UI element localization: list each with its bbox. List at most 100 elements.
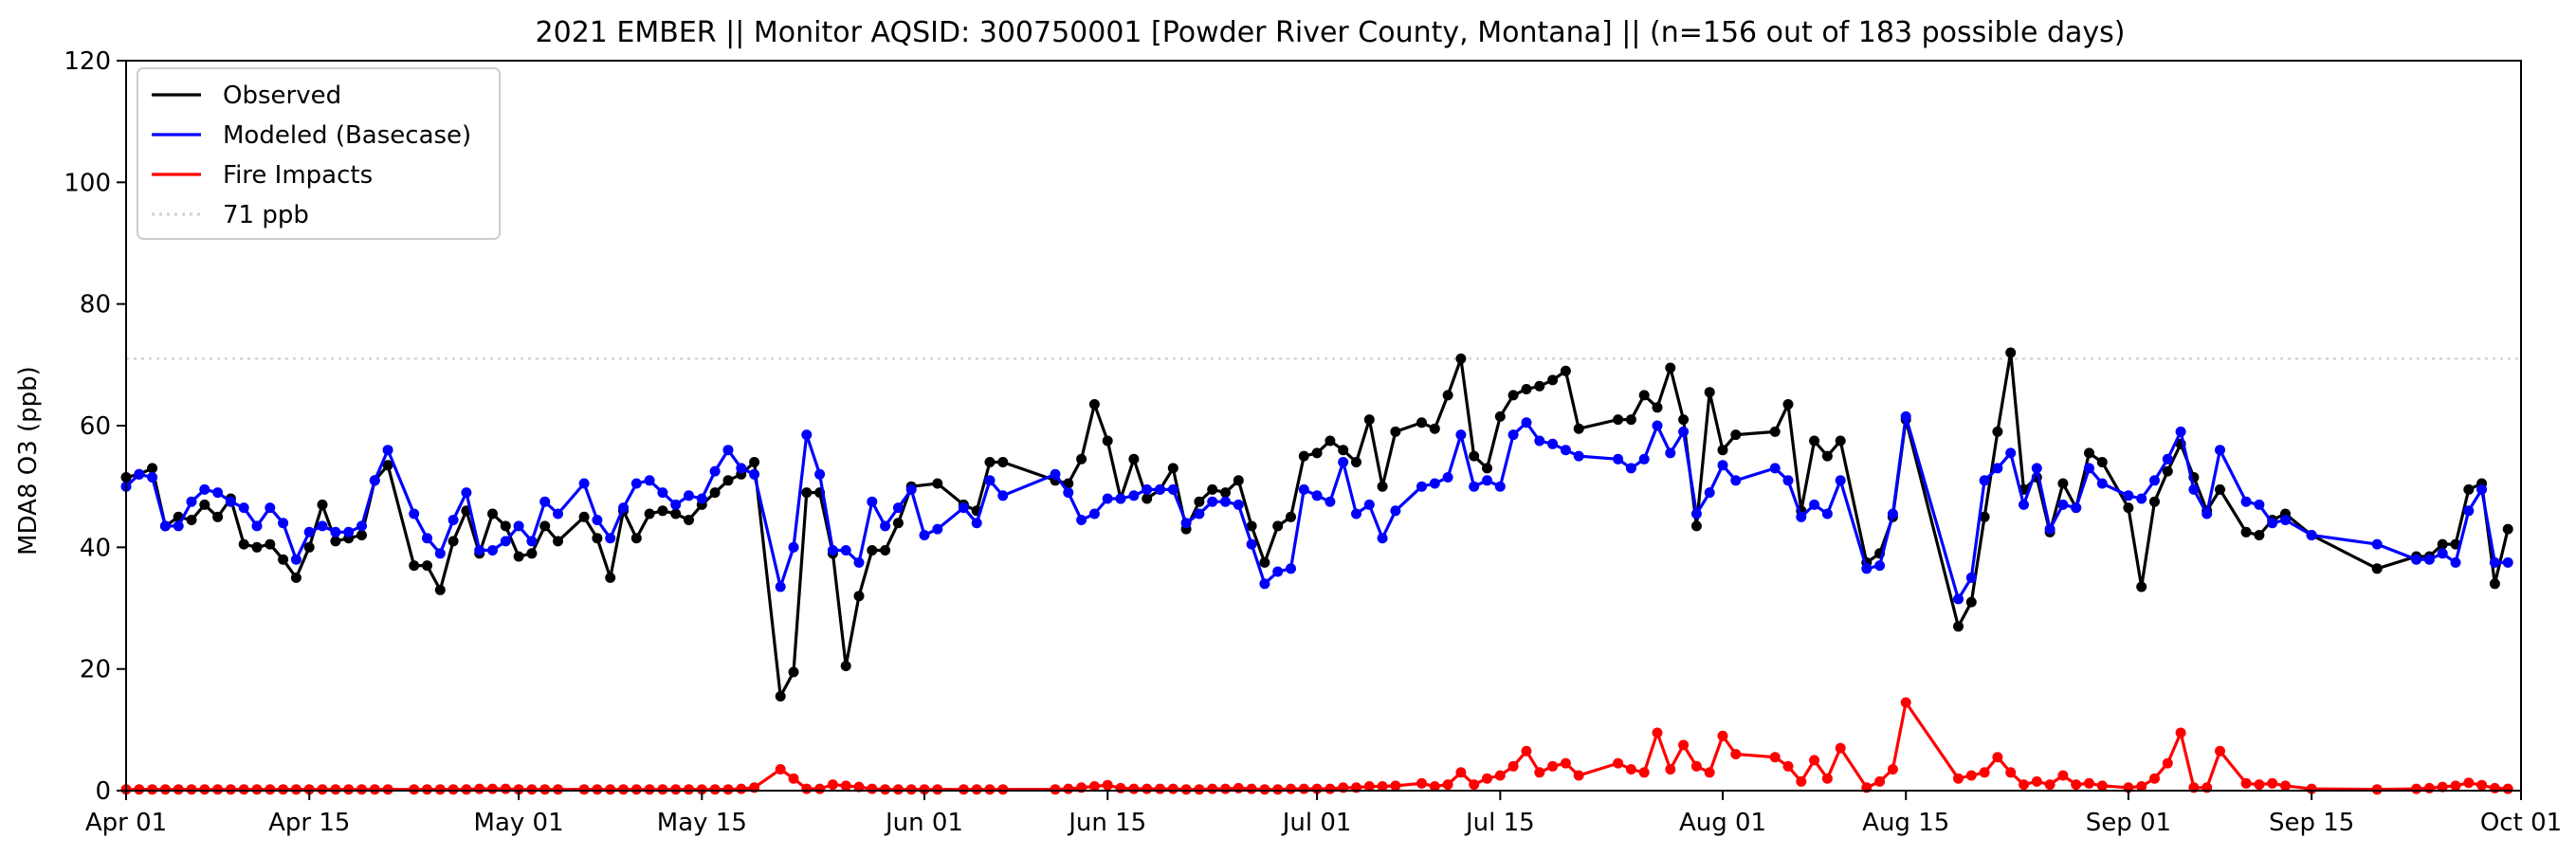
data-point [343,784,355,795]
data-point [1429,781,1440,792]
data-point [1259,556,1270,568]
data-point [2423,554,2435,565]
data-point [670,499,682,510]
data-point [1613,453,1624,465]
data-point [1652,727,1663,738]
data-point [2215,483,2225,495]
data-point [526,536,538,547]
data-point [984,784,996,795]
data-point [1730,429,1742,441]
data-point [513,551,524,562]
data-point [1286,563,1296,574]
data-point [801,487,813,499]
data-point [1809,435,1820,447]
data-point [159,520,171,532]
data-point [1259,784,1270,795]
data-point [814,783,826,794]
data-point [1835,742,1846,754]
data-point [2162,757,2173,769]
data-point [788,541,799,553]
data-point [1560,757,1571,769]
data-point [1769,752,1781,763]
data-point [159,784,171,795]
data-point [2267,777,2278,789]
data-point [1965,572,1977,583]
data-point [867,545,878,556]
data-point [1887,764,1898,775]
data-point [722,445,734,456]
data-point [2306,530,2317,540]
data-point [578,478,590,489]
data-point [2254,530,2265,540]
data-point [644,784,655,795]
data-point [1652,402,1663,413]
data-point [238,538,249,550]
data-point [1665,764,1676,775]
data-point [434,784,446,795]
data-point [539,784,551,795]
data-point [290,572,301,583]
legend-label: Modeled (Basecase) [223,121,471,150]
data-point [1233,499,1244,510]
data-point [853,781,865,793]
data-point [1678,414,1690,426]
data-point [1900,697,1911,708]
data-point [1115,782,1126,793]
data-point [867,496,878,507]
data-point [605,533,616,544]
data-point [1246,520,1257,532]
data-point [2371,563,2383,574]
data-point [186,515,197,525]
data-point [684,515,694,525]
data-point [1638,453,1650,465]
data-point [1534,435,1545,447]
data-point [801,783,813,794]
data-point [382,784,393,795]
data-point [1965,596,1977,608]
data-point [1469,450,1480,462]
x-tick-label: Jul 01 [1281,809,1352,837]
data-point [853,591,865,602]
data-point [997,457,1009,467]
x-tick-label: Aug 15 [1862,809,1949,837]
data-point [434,584,446,595]
data-point [1782,760,1794,772]
x-tick-label: May 15 [657,809,747,837]
data-point [1821,773,1833,784]
data-point [892,518,904,529]
plot-area: 0 20 40 60 80 100 120 Apr 01 Apr 15 May 01 May 15 J… [64,47,2562,837]
data-point [919,784,930,795]
data-point [1874,775,1886,787]
data-point [1442,779,1453,791]
data-point [1220,783,1231,794]
data-point [382,445,393,456]
data-point [1482,773,1492,784]
data-point [173,784,184,795]
data-point [2031,775,2042,787]
data-point [1194,496,1205,507]
data-point [749,468,760,480]
data-point [1992,752,2003,763]
data-point [343,526,355,538]
data-point [251,520,263,532]
data-point [971,784,982,795]
data-point [1311,447,1323,459]
data-point [1625,764,1636,775]
data-point [553,508,563,520]
data-point [2136,581,2147,593]
series-points-0 [120,347,2513,702]
data-point [1690,520,1702,532]
data-point [1390,426,1401,437]
data-point [1507,760,1519,772]
data-point [553,536,563,547]
data-point [1142,783,1153,794]
data-point [1861,563,1873,574]
data-point [487,545,498,556]
data-point [2254,779,2265,791]
data-point [526,548,538,559]
data-point [657,505,668,517]
data-point [1220,487,1231,499]
data-point [448,536,459,547]
data-point [1455,429,1467,441]
